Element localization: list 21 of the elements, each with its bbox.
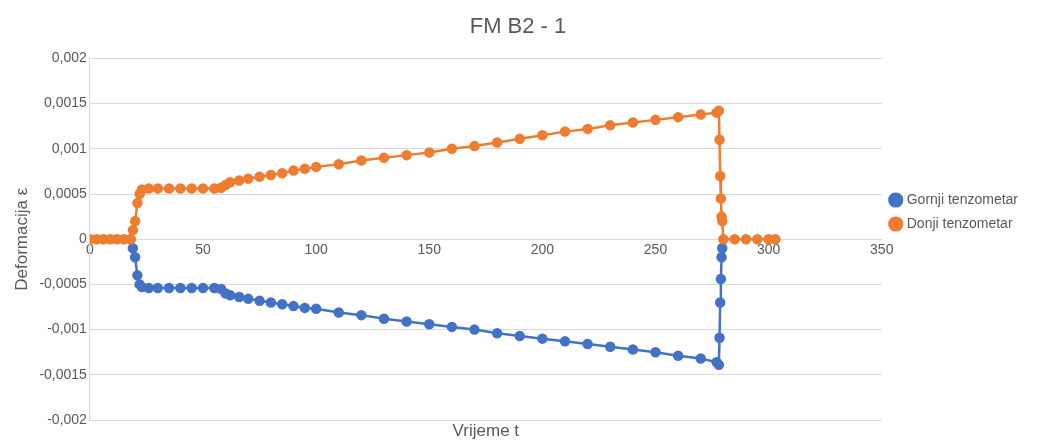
x-axis-title: Vrijeme t bbox=[452, 421, 520, 441]
legend-label: Gornji tenzometar bbox=[906, 190, 1019, 207]
x-tick-label: 150 bbox=[417, 241, 442, 258]
y-tick-label: -0,001 bbox=[47, 320, 88, 337]
y-tick-label: 0,001 bbox=[51, 139, 88, 156]
y-tick-label: -0,002 bbox=[47, 410, 88, 427]
y-tick-label: 0 bbox=[79, 230, 88, 247]
x-tick-label: 350 bbox=[870, 241, 894, 258]
y-tick-label: 0,0005 bbox=[44, 184, 88, 201]
x-tick-label: 250 bbox=[643, 241, 668, 258]
x-tick-label: 300 bbox=[756, 241, 781, 258]
x-tick-label: 100 bbox=[304, 241, 329, 258]
y-tick-label: -0,0005 bbox=[39, 275, 88, 292]
legend-label: Donji tenzometar bbox=[906, 214, 1013, 231]
x-tick-label: 50 bbox=[195, 241, 211, 258]
chart-title: FM B2 - 1 bbox=[469, 13, 567, 39]
y-tick-label: 0,0015 bbox=[44, 94, 88, 111]
y-tick-label: 0,002 bbox=[51, 49, 88, 66]
y-axis-title: Deformacija ε bbox=[11, 187, 31, 291]
x-tick-label: 200 bbox=[530, 241, 555, 258]
y-tick-label: -0,0015 bbox=[39, 365, 88, 382]
